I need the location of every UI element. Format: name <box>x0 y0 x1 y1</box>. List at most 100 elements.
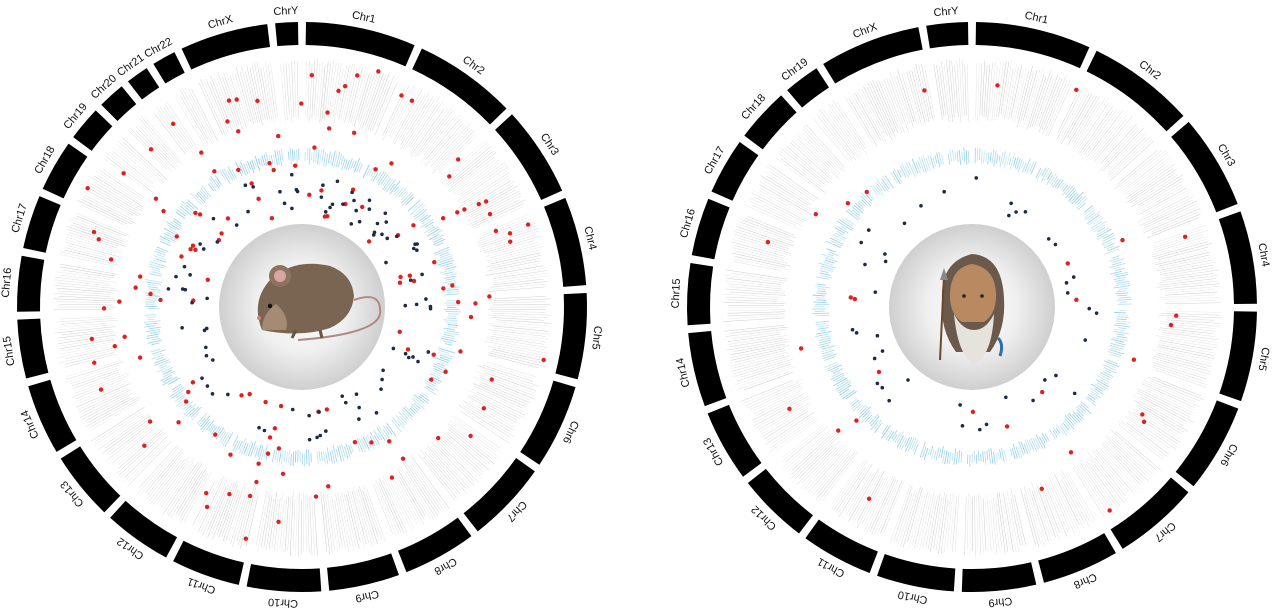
expression-track-mark <box>911 158 919 174</box>
red-marker <box>137 274 143 279</box>
expression-track-mark <box>317 149 320 165</box>
expression-track-mark <box>261 155 266 166</box>
expression-track-mark <box>824 259 835 264</box>
snp-track-mark <box>486 362 536 378</box>
navy-marker <box>374 410 379 415</box>
expression-track-mark <box>830 368 840 373</box>
navy-marker <box>1071 275 1076 279</box>
snp-track-mark <box>99 169 142 199</box>
snp-track-mark <box>882 479 905 535</box>
snp-track-mark <box>394 94 423 145</box>
expression-track-mark <box>922 155 929 171</box>
snp-track-mark <box>149 458 186 505</box>
snp-track-mark <box>726 269 787 280</box>
snp-track-mark <box>788 433 830 470</box>
chromosome-label: Chr1 <box>1023 10 1049 27</box>
expression-track-mark <box>438 347 455 354</box>
snp-track-mark <box>731 351 788 367</box>
expression-track-mark <box>1113 285 1131 289</box>
snp-track-mark <box>816 114 853 160</box>
snp-track-mark <box>372 484 393 534</box>
snp-track-mark <box>1024 67 1044 129</box>
snp-track-mark <box>1086 458 1122 504</box>
expression-track-mark <box>429 234 440 241</box>
expression-track-mark <box>1071 191 1084 205</box>
snp-track-mark <box>490 252 541 265</box>
snp-track-mark <box>66 361 124 380</box>
expression-track-mark <box>890 172 898 184</box>
snp-track-mark <box>781 423 825 459</box>
chromosome-block-chr3 <box>495 114 563 201</box>
chromosome-label: Chr15 <box>670 278 683 308</box>
snp-track-mark <box>1038 76 1061 133</box>
snp-track-mark <box>1109 138 1152 179</box>
snp-track-mark <box>179 89 209 140</box>
expression-track-mark <box>222 432 231 447</box>
expression-track-mark <box>346 160 350 170</box>
snp-track-mark <box>58 330 115 339</box>
snp-track-mark <box>178 468 207 516</box>
expression-track-mark <box>819 344 830 348</box>
red-marker <box>213 432 218 437</box>
expression-track-mark <box>221 169 231 185</box>
snp-track-mark <box>256 62 268 121</box>
snp-track-mark <box>400 95 434 150</box>
snp-track-mark <box>64 352 115 365</box>
expression-track-mark <box>174 394 185 402</box>
expression-track-mark <box>155 248 166 254</box>
expression-track-mark <box>1076 409 1085 417</box>
snp-track-mark <box>284 496 290 552</box>
navy-marker <box>375 221 380 226</box>
expression-track-mark <box>415 211 428 222</box>
expression-track-mark <box>245 440 252 457</box>
expression-track-mark <box>1012 443 1018 459</box>
snp-track-mark <box>993 497 1000 550</box>
snp-track-mark <box>1135 186 1184 215</box>
snp-track-mark <box>479 383 528 405</box>
snp-track-mark <box>484 235 542 254</box>
expression-track-mark <box>433 238 446 246</box>
expression-track-mark <box>251 159 256 170</box>
expression-track-mark <box>424 379 436 387</box>
expression-track-mark <box>374 435 380 445</box>
expression-track-mark <box>1062 184 1072 196</box>
expression-track-mark <box>438 351 453 358</box>
red-marker <box>153 196 159 201</box>
expression-track-mark <box>280 148 284 162</box>
navy-marker <box>367 207 372 211</box>
navy-marker <box>380 377 384 382</box>
snp-track-mark <box>198 82 224 135</box>
red-marker <box>147 419 153 424</box>
snp-track-mark <box>964 64 967 116</box>
snp-track-mark <box>856 470 885 523</box>
expression-track-mark <box>898 168 904 177</box>
human-chromosome-ideogram: Chr1Chr2Chr3Chr4Chr5Chr6Chr7Chr8Chr9Chr1… <box>670 5 1272 609</box>
snp-track-mark <box>419 449 458 495</box>
chromosome-label: Chr10 <box>268 595 299 609</box>
snp-track-mark <box>494 267 547 277</box>
snp-track-mark <box>62 269 115 279</box>
snp-track-mark <box>774 420 818 452</box>
snp-track-mark <box>1059 480 1085 529</box>
snp-track-mark <box>1045 480 1069 533</box>
red-marker <box>1068 450 1074 455</box>
expression-track-mark <box>380 173 389 186</box>
expression-track-mark <box>444 321 458 324</box>
snp-track-mark <box>759 184 812 215</box>
red-marker <box>447 174 452 179</box>
snp-track-mark <box>121 137 168 181</box>
red-marker <box>234 97 239 102</box>
expression-track-mark <box>897 431 904 443</box>
snp-track-mark <box>461 172 509 204</box>
snp-track-mark <box>207 485 230 538</box>
expression-track-mark <box>958 450 961 463</box>
expression-track-mark <box>333 151 338 169</box>
snp-track-mark <box>482 364 533 382</box>
expression-track-mark <box>291 148 294 161</box>
expression-track-mark <box>1111 255 1120 259</box>
expression-track-mark <box>442 280 456 284</box>
expression-track-mark <box>171 389 184 399</box>
snp-track-mark <box>476 371 535 394</box>
snp-track-mark <box>805 124 846 168</box>
expression-track-mark <box>410 406 419 413</box>
